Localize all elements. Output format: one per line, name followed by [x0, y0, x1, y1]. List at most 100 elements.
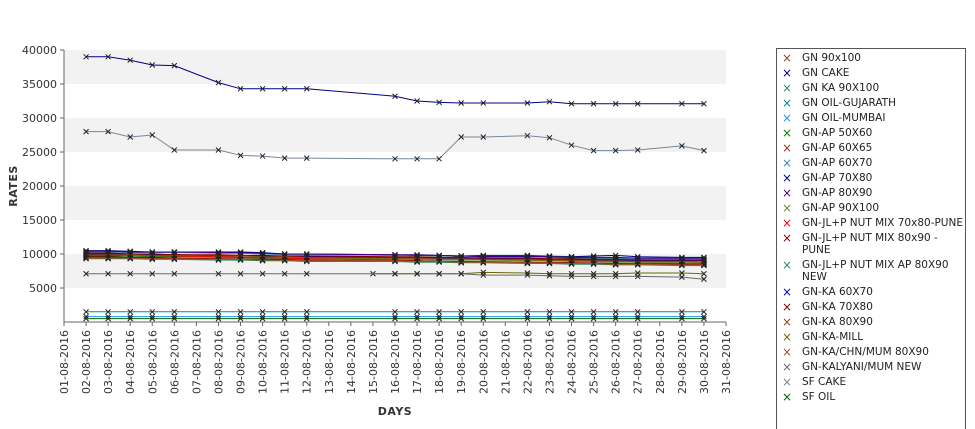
legend-marker-icon: ×	[781, 141, 793, 155]
data-point	[524, 272, 531, 278]
data-point	[149, 62, 156, 68]
legend-marker-icon: ×	[781, 258, 793, 272]
data-point	[83, 308, 89, 315]
data-point	[568, 100, 575, 107]
legend-label: GN-JL+P NUT MIX 80x90 - PUNE	[802, 232, 938, 256]
data-point	[436, 155, 442, 162]
data-point	[392, 308, 398, 315]
data-point	[171, 255, 178, 262]
data-point	[414, 155, 420, 162]
data-point	[546, 98, 553, 105]
x-tick-label: 22-08-2016	[521, 330, 534, 394]
y-tick-label: 20000	[22, 180, 57, 193]
data-point	[105, 128, 111, 135]
data-point	[568, 142, 575, 149]
legend-item: × GN-KA 70X80	[777, 301, 965, 313]
x-tick-label: 23-08-2016	[543, 330, 556, 394]
data-point	[281, 85, 288, 92]
legend-label: GN-AP 90X100	[802, 202, 879, 214]
data-point	[524, 259, 531, 266]
data-point	[259, 315, 266, 322]
data-point	[524, 132, 531, 139]
legend-item: × SF CAKE	[777, 376, 965, 388]
data-point	[590, 100, 597, 107]
data-point	[679, 143, 685, 149]
data-point	[679, 308, 685, 315]
data-point	[215, 308, 222, 315]
legend-marker-icon: ×	[781, 81, 793, 95]
data-point	[414, 270, 420, 277]
data-point	[105, 255, 111, 261]
data-point	[105, 315, 111, 322]
legend-marker-icon: ×	[781, 300, 793, 314]
data-point	[149, 255, 156, 262]
data-point	[237, 152, 244, 159]
series-21	[83, 315, 707, 322]
legend-label: GN CAKE	[802, 67, 850, 79]
x-axis-ticks: 01-08-2016 02-08-2016 03-08-2016 04-08-2016…	[58, 322, 733, 394]
x-tick-label: 17-08-2016	[411, 330, 424, 394]
data-point	[524, 100, 531, 106]
y-tick-label: 5000	[29, 282, 57, 295]
x-tick-label: 16-08-2016	[389, 330, 402, 394]
data-point	[458, 308, 465, 315]
legend-marker-icon: ×	[781, 156, 793, 170]
data-point	[414, 308, 420, 315]
data-point	[701, 308, 707, 315]
y-tick-label: 25000	[22, 146, 57, 159]
data-point	[679, 274, 685, 280]
legend-marker-icon: ×	[781, 390, 793, 404]
legend-item: × GN-AP 50X60	[777, 127, 965, 139]
legend-label: SF OIL	[802, 391, 836, 403]
data-point	[303, 257, 310, 264]
data-point	[679, 270, 685, 276]
data-point	[237, 270, 244, 277]
x-tick-label: 31-08-2016	[720, 330, 733, 394]
data-point	[105, 53, 111, 60]
data-point	[480, 315, 487, 322]
legend-item: × GN KA 90X100	[777, 82, 965, 94]
data-point	[215, 315, 222, 322]
data-point	[524, 315, 531, 322]
y-axis-ticks: 5000 10000 15000 20000 25000 30000 35000 40000	[22, 44, 64, 295]
x-tick-label: 11-08-2016	[279, 330, 292, 394]
data-point	[590, 315, 597, 322]
x-tick-label: 08-08-2016	[212, 330, 225, 394]
legend-marker-icon: ×	[781, 66, 793, 80]
data-point	[612, 308, 619, 315]
data-point	[568, 308, 575, 315]
data-point	[546, 315, 553, 322]
legend-label: GN-KA/CHN/MUM 80X90	[802, 346, 929, 358]
data-point	[612, 315, 619, 322]
legend-marker-icon: ×	[781, 315, 793, 329]
data-point	[546, 259, 553, 266]
legend-item: × GN OIL-GUJARATH	[777, 97, 965, 109]
legend-item: × GN-AP 80X90	[777, 187, 965, 199]
data-point	[105, 270, 111, 277]
data-point	[259, 270, 266, 277]
legend-item: × GN-KALYANI/MUM NEW	[777, 361, 965, 373]
data-point	[458, 100, 465, 106]
data-point	[568, 260, 575, 267]
legend-item: × GN-JL+P NUT MIX 70x80-PUNE	[777, 217, 965, 229]
legend-label: SF CAKE	[802, 376, 847, 388]
data-point	[127, 270, 134, 277]
legend-label: GN 90x100	[802, 52, 861, 64]
legend-label: GN OIL-MUMBAI	[802, 112, 886, 124]
data-point	[590, 147, 597, 154]
x-tick-label: 05-08-2016	[146, 330, 159, 394]
legend-label: GN KA 90X100	[802, 82, 880, 94]
x-tick-label: 06-08-2016	[168, 330, 181, 394]
legend-marker-icon: ×	[781, 360, 793, 374]
data-point	[634, 308, 641, 315]
series-1	[83, 53, 707, 107]
series-20	[83, 128, 707, 162]
data-point	[281, 257, 288, 263]
data-point	[568, 315, 575, 322]
grid-band	[64, 186, 726, 220]
data-point	[679, 262, 685, 268]
data-point	[436, 270, 442, 277]
legend-marker-icon: ×	[781, 51, 793, 65]
data-point	[83, 315, 89, 322]
data-point	[701, 147, 707, 154]
